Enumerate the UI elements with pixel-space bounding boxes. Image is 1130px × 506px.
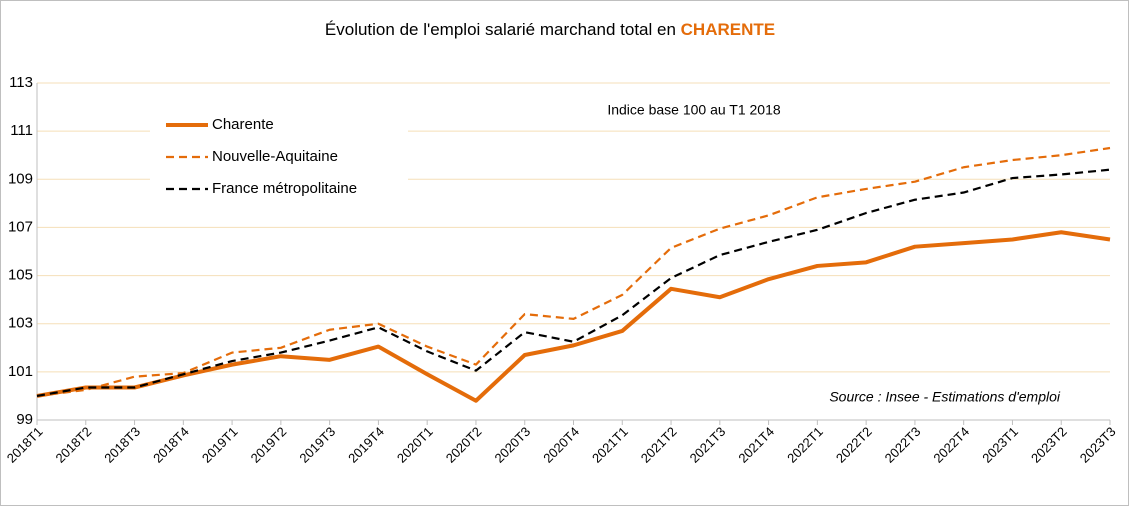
series-line (36, 230, 1111, 403)
chart-title: Évolution de l'emploi salarié marchand t… (325, 20, 775, 39)
annotation: Source : Insee - Estimations d'emploi (829, 389, 1061, 405)
y-tick-label: 103 (8, 315, 33, 332)
legend-label: France métropolitaine (212, 180, 357, 197)
series-line (36, 168, 1111, 398)
y-tick-label: 109 (8, 170, 33, 187)
legend-label: Charente (212, 116, 274, 133)
y-tick-label: 107 (8, 218, 33, 235)
y-tick-label: 111 (10, 122, 33, 139)
title-text: Évolution de l'emploi salarié marchand t… (325, 20, 676, 39)
y-tick-label: 105 (8, 267, 33, 284)
y-tick-label: 113 (9, 74, 33, 91)
legend-label: Nouvelle-Aquitaine (212, 148, 338, 165)
y-tick-label: 101 (8, 363, 33, 380)
annotation: Indice base 100 au T1 2018 (607, 102, 781, 118)
y-tick-label: 99 (16, 411, 33, 428)
title-highlight: CHARENTE (681, 20, 775, 39)
annotation-bg (568, 96, 820, 126)
series-line (36, 146, 1111, 398)
